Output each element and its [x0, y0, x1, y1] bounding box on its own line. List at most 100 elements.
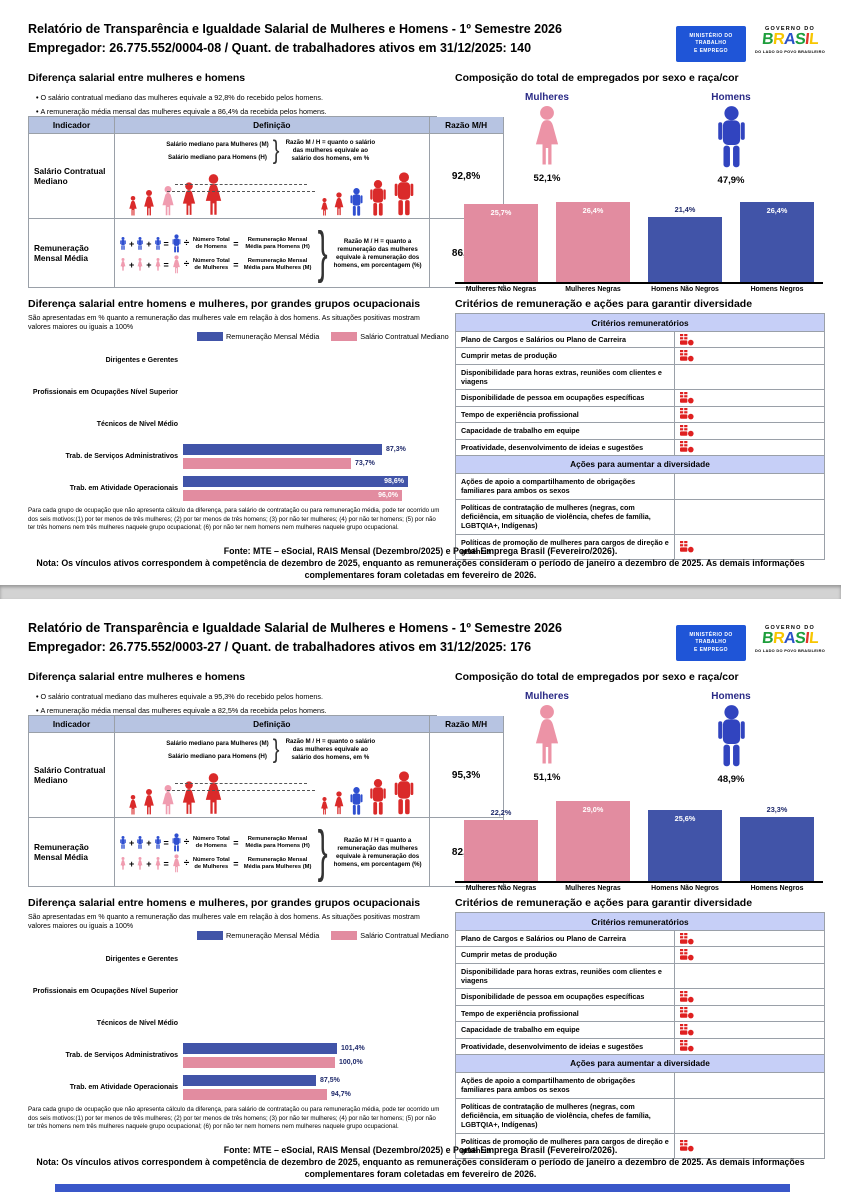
occupational-bar-rmm — [183, 1043, 337, 1054]
race-composition-chart: 22,2% 29,0% 25,6% 23,3% Mulheres Não Negras M… — [455, 795, 823, 893]
occupational-section-heading: Diferença salarial entre homens e mulher… — [28, 298, 421, 310]
criteria-row-marker — [674, 1098, 824, 1133]
report-page: Relatório de Transparência e Igualdade S… — [0, 0, 841, 585]
criterion-check-icon — [680, 541, 694, 553]
equals-sign: = — [163, 858, 169, 869]
female-figure-icon — [172, 854, 180, 873]
indicator-row2-definition: + + = ÷ Número Total de Homens = Remuneraçã… — [115, 818, 430, 888]
criteria-row: Plano de Cargos e Salários ou Plano de C… — [456, 931, 824, 948]
page-separator — [0, 585, 841, 599]
race-composition-chart: 25,7% 26,4% 21,4% 26,4% Mulheres Não Negras M… — [455, 196, 823, 294]
race-bar-value: 25,7% — [490, 208, 512, 217]
female-figure-icon — [205, 174, 222, 215]
female-figure-icon — [535, 705, 559, 764]
equals-sign: = — [163, 837, 169, 848]
next-page-edge — [55, 1184, 790, 1192]
race-bars-area: 22,2% 29,0% 25,6% 23,3% — [455, 795, 823, 883]
race-bar — [648, 217, 722, 282]
equals-sign: = — [163, 259, 169, 270]
ministry-logo-line: MINISTÉRIO DO — [689, 631, 733, 638]
criterion-check-icon — [680, 1140, 694, 1152]
footer-source: Fonte: MTE – eSocial, RAIS Mensal (Dezem… — [223, 1145, 618, 1155]
criteria-row: Cumprir metas de produção — [456, 947, 824, 964]
criteria-row-marker — [674, 1133, 824, 1159]
female-figure-icon — [334, 791, 343, 815]
occupational-section-heading: Diferença salarial entre homens e mulher… — [28, 897, 421, 909]
race-bar-column: 23,3% — [731, 795, 823, 881]
occupational-group-row: Trab. em Atividade Operacionais 98,6% 96,0… — [28, 473, 443, 505]
def1-note: Razão M / H = quanto o salário das mulhe… — [285, 737, 376, 762]
ministry-logo-line: MINISTÉRIO DO — [689, 32, 733, 39]
average-formula-diagram: + + = ÷ Número Total de Homens = Remuneraçã… — [119, 232, 315, 276]
female-figure-icon — [120, 258, 126, 271]
male-figure-icon — [137, 836, 144, 849]
race-category-label: Homens Negros — [750, 885, 804, 892]
race-bar-value: 22,2% — [490, 808, 512, 817]
race-bar-value: 26,4% — [582, 206, 604, 215]
criterion-check-icon — [680, 1007, 694, 1019]
criteria-row-marker — [674, 1022, 824, 1038]
criteria-row-marker — [674, 1038, 824, 1054]
legend-swatch-scm — [331, 931, 358, 940]
female-figure-icon — [182, 182, 196, 215]
formula-count-label: Número Total de Homens — [192, 236, 230, 250]
equals-sign: = — [233, 858, 239, 869]
median-dashed-line — [167, 790, 315, 792]
women-percentage: 52,1% — [533, 173, 561, 184]
criteria-row-label: Disponibilidade para horas extras, reuni… — [461, 966, 662, 986]
criterion-check-icon — [680, 408, 694, 420]
indicator-row1-label: Salário Contratual Mediano — [29, 733, 115, 819]
criteria-row-label: Disponibilidade de pessoa em ocupações e… — [461, 393, 645, 403]
divide-sign: ÷ — [183, 259, 190, 271]
occupational-group-bars — [183, 1010, 443, 1038]
ministry-logo-line: TRABALHO — [695, 639, 727, 646]
criteria-row-marker — [674, 406, 824, 423]
indicator-table: Indicador Definição Razão M/H Salário Co… — [28, 116, 504, 289]
median-dashed-line — [167, 191, 315, 193]
criteria-row: Políticas de contratação de mulheres (ne… — [456, 1098, 824, 1134]
occupational-bar-value: 96,0% — [378, 492, 398, 499]
brasil-wordmark: BRASIL — [760, 31, 820, 48]
median-dashed-line — [175, 184, 307, 186]
occupational-legend: Remuneração Mensal Média Salário Contrat… — [197, 332, 449, 341]
brace-glyph: } — [317, 820, 328, 884]
criterion-check-icon — [680, 1023, 694, 1036]
plus-sign: + — [129, 837, 135, 848]
male-figure-icon — [154, 237, 161, 250]
average-formula-diagram: + + = ÷ Número Total de Homens = Remuneraçã… — [119, 831, 315, 875]
criterion-check-icon — [680, 424, 694, 437]
occupational-group-bars: 87,5% 94,7% — [183, 1074, 443, 1102]
criteria-row: Plano de Cargos e Salários ou Plano de C… — [456, 332, 824, 349]
race-bar-column: 29,0% — [547, 795, 639, 881]
report-header: Relatório de Transparência e Igualdade S… — [28, 619, 673, 657]
man-figure — [671, 705, 791, 772]
male-figure-icon — [120, 836, 126, 849]
race-bar-column: 25,7% — [455, 196, 547, 282]
women-group: Mulheres 52,1% — [487, 92, 607, 186]
criteria-header-remuneration: Critérios remuneratórios — [456, 913, 824, 931]
def1-line-men: Salário mediano para Homens (H) — [167, 753, 267, 761]
women-label: Mulheres — [525, 691, 569, 702]
occupational-group-label: Técnicos de Nível Médio — [96, 420, 178, 428]
criteria-row-marker — [674, 947, 824, 963]
female-figure-icon — [320, 797, 328, 815]
criteria-row: Capacidade de trabalho em equipe — [456, 1022, 824, 1039]
men-percentage: 48,9% — [717, 774, 745, 785]
female-figure-icon — [172, 255, 180, 274]
criteria-row-marker — [674, 348, 824, 364]
occupational-bar-rmm — [183, 476, 408, 487]
women-label: Mulheres — [525, 92, 569, 103]
male-figure-icon — [350, 787, 363, 815]
occupational-footnote: Para cada grupo de ocupação que não apre… — [28, 1106, 440, 1131]
occupational-bar-value: 73,7% — [355, 460, 375, 467]
employer-line: Empregador: 26.775.552/0004-08 / Quant. … — [28, 40, 532, 55]
occupational-group-label: Profissionais em Ocupações Nível Superio… — [32, 388, 178, 396]
brace-glyph: } — [272, 136, 280, 165]
male-figure-icon — [350, 188, 363, 216]
women-average-formula: + + = ÷ Número Total de Mulheres = Remuneração… — [119, 854, 315, 873]
criteria-table: Critérios remuneratórios Plano de Cargos … — [455, 912, 825, 1160]
median-figures-diagram — [119, 767, 425, 815]
criteria-row-label: Cumprir metas de produção — [461, 950, 557, 960]
indicator-row1-definition: Salário mediano para Mulheres (M) Salári… — [115, 733, 430, 819]
criteria-row: Políticas de contratação de mulheres (ne… — [456, 499, 824, 535]
